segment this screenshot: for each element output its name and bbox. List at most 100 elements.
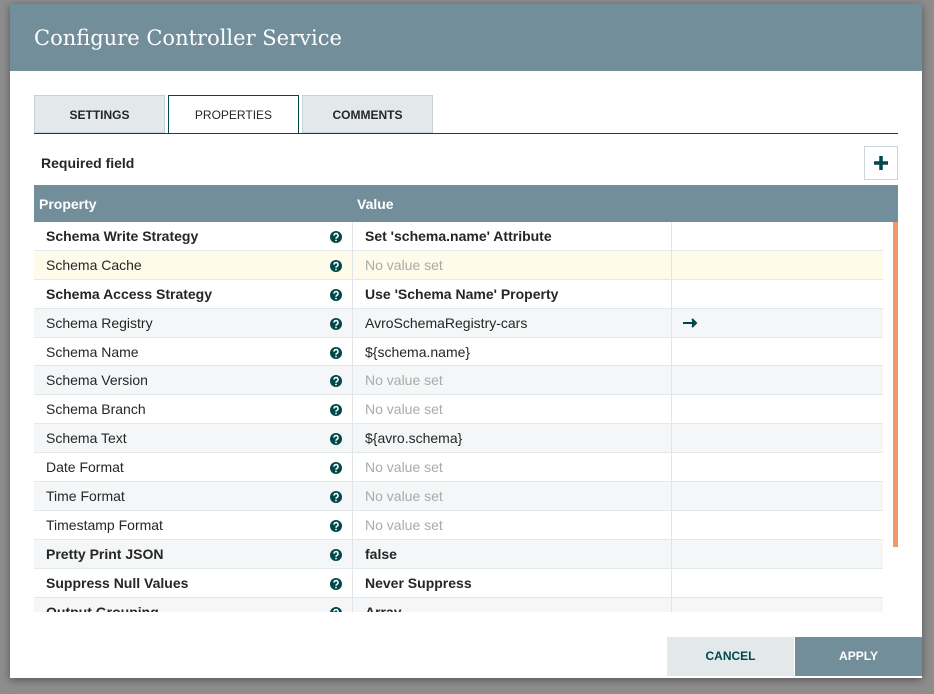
property-row[interactable]: Schema Access Strategy Use 'Schema Name' … bbox=[34, 279, 883, 309]
divider bbox=[352, 395, 353, 424]
help-icon bbox=[330, 259, 342, 275]
tab[interactable]: COMMENTS bbox=[302, 95, 433, 133]
property-row[interactable]: Schema Branch No value set bbox=[34, 395, 883, 425]
property-name: Suppress Null Values bbox=[46, 574, 189, 591]
property-name: Time Format bbox=[46, 488, 125, 505]
property-row[interactable]: Pretty Print JSON false bbox=[34, 539, 883, 569]
property-value: Use 'Schema Name' Property bbox=[365, 285, 559, 302]
property-value: ${schema.name} bbox=[365, 343, 471, 360]
divider bbox=[352, 337, 353, 366]
property-row[interactable]: Schema Text ${avro.schema} bbox=[34, 424, 883, 454]
divider bbox=[352, 424, 353, 453]
help-glyph bbox=[330, 577, 342, 590]
property-name: Date Format bbox=[46, 459, 124, 476]
property-name: Schema Write Strategy bbox=[46, 228, 199, 244]
property-value: No value set bbox=[365, 256, 443, 273]
column-header: Value bbox=[357, 196, 394, 212]
property-value: false bbox=[365, 545, 397, 562]
divider bbox=[671, 510, 672, 539]
help-glyph bbox=[330, 259, 342, 272]
add-property-button[interactable] bbox=[864, 146, 898, 180]
divider bbox=[352, 308, 353, 337]
help-icon bbox=[330, 490, 342, 506]
dialog-title: Configure Controller Service bbox=[10, 4, 922, 71]
property-row[interactable]: Schema Name ${schema.name} bbox=[34, 337, 883, 367]
cancel-button[interactable]: CANCEL bbox=[667, 637, 794, 676]
divider bbox=[671, 308, 672, 337]
property-value: No value set bbox=[365, 488, 443, 505]
help-glyph bbox=[330, 404, 342, 417]
apply-button[interactable]: APPLY bbox=[795, 637, 922, 676]
help-glyph bbox=[330, 548, 342, 561]
required-label: Required field bbox=[41, 155, 135, 171]
go-to-arrow[interactable] bbox=[682, 317, 700, 329]
divider bbox=[671, 366, 672, 395]
divider bbox=[352, 250, 353, 279]
help-glyph bbox=[330, 375, 342, 388]
divider bbox=[671, 222, 672, 250]
help-icon bbox=[330, 346, 342, 362]
divider bbox=[671, 453, 672, 482]
property-value: AvroSchemaRegistry-cars bbox=[365, 314, 528, 331]
divider bbox=[671, 482, 672, 510]
tab[interactable]: PROPERTIES bbox=[168, 95, 299, 134]
divider bbox=[352, 568, 353, 597]
help-icon bbox=[330, 317, 342, 333]
help-icon bbox=[330, 461, 342, 477]
divider bbox=[352, 482, 353, 510]
divider bbox=[352, 539, 353, 568]
property-row[interactable]: Schema Registry AvroSchemaRegistry-cars bbox=[34, 308, 883, 338]
help-icon bbox=[330, 606, 342, 612]
property-row[interactable]: Schema Write Strategy Set 'schema.name' A… bbox=[34, 222, 883, 251]
property-row[interactable]: Schema Version No value set bbox=[34, 366, 883, 396]
property-name: Schema Name bbox=[46, 343, 139, 360]
help-icon bbox=[330, 403, 342, 419]
table-body: Schema Write Strategy Set 'schema.name' A… bbox=[34, 222, 883, 612]
property-name: Schema Cache bbox=[46, 256, 142, 273]
divider bbox=[352, 597, 353, 612]
help-icon bbox=[330, 519, 342, 535]
divider bbox=[671, 539, 672, 568]
divider bbox=[671, 395, 672, 424]
divider bbox=[671, 250, 672, 279]
property-name: Schema Access Strategy bbox=[46, 285, 213, 302]
property-row[interactable]: Date Format No value set bbox=[34, 453, 883, 483]
property-row[interactable]: Suppress Null Values Never Suppress bbox=[34, 568, 883, 598]
column-header: Property bbox=[39, 196, 97, 212]
table-header: Property Value bbox=[34, 185, 898, 222]
help-icon bbox=[330, 374, 342, 390]
scrollbar[interactable] bbox=[893, 222, 898, 547]
property-name: Timestamp Format bbox=[46, 516, 163, 533]
tab[interactable]: SETTINGS bbox=[34, 95, 165, 133]
property-row[interactable]: Time Format No value set bbox=[34, 482, 883, 511]
divider bbox=[352, 222, 353, 250]
property-name: Schema Branch bbox=[46, 401, 146, 418]
property-value: ${avro.schema} bbox=[365, 430, 463, 447]
help-glyph bbox=[330, 433, 342, 446]
divider bbox=[671, 279, 672, 308]
property-value: No value set bbox=[365, 516, 443, 533]
divider bbox=[671, 337, 672, 366]
property-row[interactable]: Timestamp Format No value set bbox=[34, 510, 883, 540]
help-icon bbox=[330, 577, 342, 593]
property-row[interactable]: Schema Cache No value set bbox=[34, 250, 883, 280]
help-glyph bbox=[330, 317, 342, 330]
property-value: Array bbox=[365, 603, 402, 612]
property-row[interactable]: Output Grouping Array bbox=[34, 597, 883, 612]
dialog: Configure Controller Service SETTINGS PR… bbox=[10, 4, 922, 678]
divider bbox=[352, 510, 353, 539]
tab-underline bbox=[34, 133, 898, 134]
divider bbox=[352, 279, 353, 308]
property-value: No value set bbox=[365, 401, 443, 418]
property-value: Never Suppress bbox=[365, 574, 472, 591]
help-glyph bbox=[330, 606, 342, 612]
property-value: Set 'schema.name' Attribute bbox=[365, 228, 552, 244]
help-icon bbox=[330, 548, 342, 564]
divider bbox=[352, 453, 353, 482]
property-value: No value set bbox=[365, 459, 443, 476]
property-name: Schema Registry bbox=[46, 314, 153, 331]
property-value: No value set bbox=[365, 372, 443, 389]
plus-icon bbox=[874, 156, 888, 170]
help-icon bbox=[330, 432, 342, 448]
